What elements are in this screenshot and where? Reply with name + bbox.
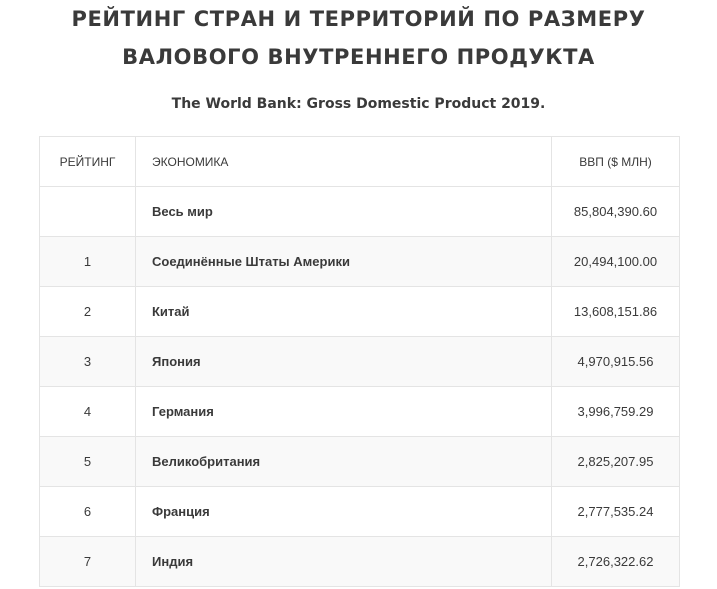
economy-cell: Китай bbox=[135, 286, 552, 337]
gdp-cell: 4,970,915.56 bbox=[551, 336, 680, 387]
rank-cell: 2 bbox=[39, 286, 136, 337]
page-title-line-1: РЕЙТИНГ СТРАН И ТЕРРИТОРИЙ ПО РАЗМЕРУ bbox=[71, 7, 646, 31]
economy-cell: Весь мир bbox=[135, 186, 552, 237]
gdp-cell: 2,825,207.95 bbox=[551, 436, 680, 487]
gdp-cell: 3,996,759.29 bbox=[551, 386, 680, 437]
table-row: Весь мир 85,804,390.60 bbox=[39, 186, 680, 237]
rank-cell: 6 bbox=[39, 486, 136, 537]
gdp-ranking-table: РЕЙТИНГ ЭКОНОМИКА ВВП ($ МЛН) Весь мир 8… bbox=[39, 136, 680, 587]
gdp-cell: 2,726,322.62 bbox=[551, 536, 680, 587]
economy-cell: Индия bbox=[135, 536, 552, 587]
table-row: 3 Япония 4,970,915.56 bbox=[39, 336, 680, 387]
table-row: 2 Китай 13,608,151.86 bbox=[39, 286, 680, 337]
table-row: 7 Индия 2,726,322.62 bbox=[39, 536, 680, 587]
economy-cell: Япония bbox=[135, 336, 552, 387]
header-gdp: ВВП ($ МЛН) bbox=[551, 136, 680, 187]
page-title-line-2: ВАЛОВОГО ВНУТРЕННЕГО ПРОДУКТА bbox=[122, 45, 595, 69]
page-subtitle: The World Bank: Gross Domestic Product 2… bbox=[171, 96, 546, 112]
table-row: 4 Германия 3,996,759.29 bbox=[39, 386, 680, 437]
gdp-cell: 85,804,390.60 bbox=[551, 186, 680, 237]
economy-cell: Германия bbox=[135, 386, 552, 437]
header-rank: РЕЙТИНГ bbox=[39, 136, 136, 187]
economy-cell: Франция bbox=[135, 486, 552, 537]
rank-cell: 3 bbox=[39, 336, 136, 387]
economy-cell: Соединённые Штаты Америки bbox=[135, 236, 552, 287]
gdp-cell: 13,608,151.86 bbox=[551, 286, 680, 337]
rank-cell bbox=[39, 186, 136, 237]
table-row: 1 Соединённые Штаты Америки 20,494,100.0… bbox=[39, 236, 680, 287]
rank-cell: 4 bbox=[39, 386, 136, 437]
economy-cell: Великобритания bbox=[135, 436, 552, 487]
table-header-row: РЕЙТИНГ ЭКОНОМИКА ВВП ($ МЛН) bbox=[39, 136, 680, 187]
gdp-cell: 2,777,535.24 bbox=[551, 486, 680, 537]
table-row: 6 Франция 2,777,535.24 bbox=[39, 486, 680, 537]
header-economy: ЭКОНОМИКА bbox=[135, 136, 552, 187]
gdp-cell: 20,494,100.00 bbox=[551, 236, 680, 287]
rank-cell: 1 bbox=[39, 236, 136, 287]
rank-cell: 5 bbox=[39, 436, 136, 487]
rank-cell: 7 bbox=[39, 536, 136, 587]
table-row: 5 Великобритания 2,825,207.95 bbox=[39, 436, 680, 487]
